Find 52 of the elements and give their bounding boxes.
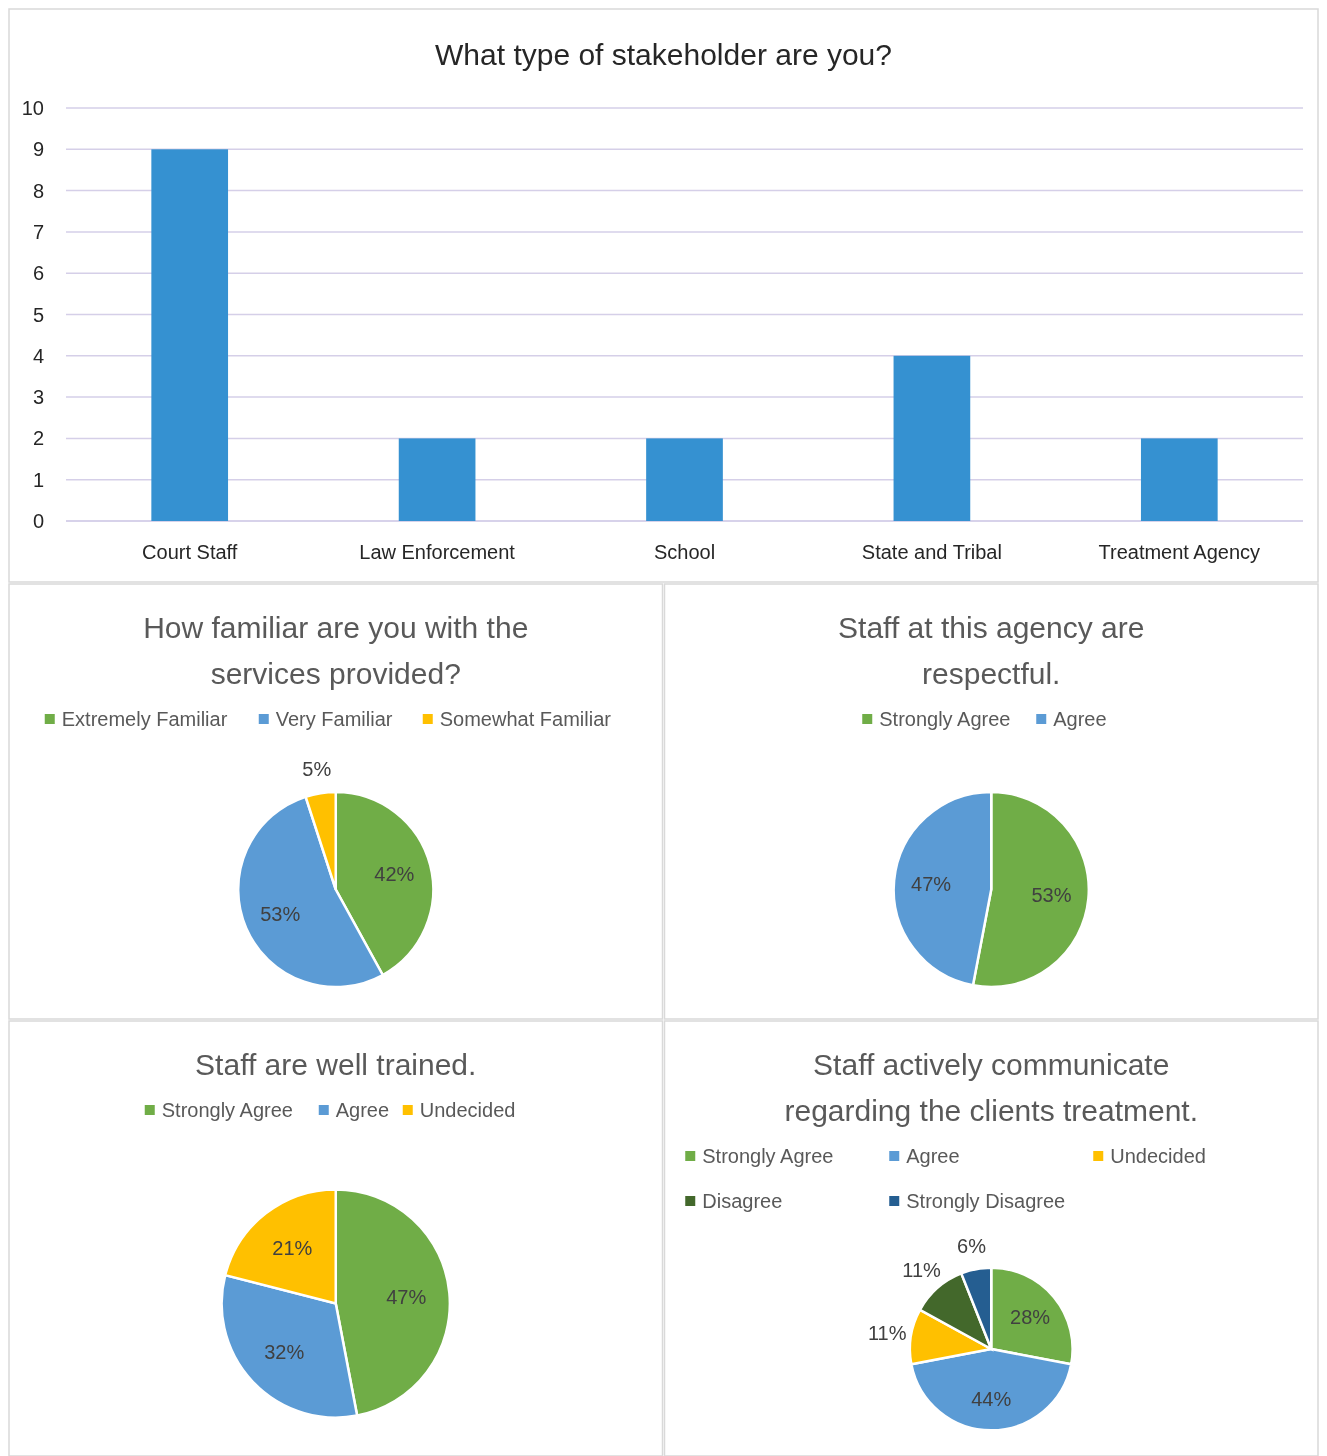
data-label: 5% (302, 758, 332, 781)
y-tick-label: 8 (32, 179, 44, 202)
chart-title: Staff at this agency are respectful. (838, 611, 1145, 690)
y-tick-label: 4 (32, 344, 44, 367)
y-tick-label: 3 (32, 386, 44, 409)
data-label: 6% (957, 1234, 987, 1257)
data-label: 53% (260, 902, 301, 925)
legend-label: Strongly Agree (161, 1099, 293, 1121)
data-label: 32% (264, 1340, 305, 1363)
data-label: 28% (1010, 1305, 1051, 1328)
y-tick-label: 0 (32, 510, 44, 532)
chart-title: How familiar are you with the services provided? (143, 611, 529, 690)
y-tick-label: 10 (21, 97, 44, 119)
y-tick-label: 1 (32, 468, 44, 491)
legend-label: Strongly Agree (879, 708, 1011, 730)
data-label: 11% (867, 1321, 907, 1344)
bar (1140, 438, 1218, 521)
x-tick-label: Treatment Agency (1098, 541, 1261, 563)
y-tick-label: 5 (32, 303, 44, 326)
y-tick-label: 2 (32, 427, 44, 450)
legend-label: Extremely Familiar (61, 708, 228, 730)
bar (893, 355, 971, 521)
y-tick-label: 9 (32, 138, 44, 161)
legend-label: Undecided (1110, 1145, 1206, 1167)
chart-title: What type of stakeholder are you? (435, 38, 892, 71)
chart-title: Staff actively communicate regarding the clients treatment. (784, 1048, 1199, 1127)
x-tick-label: Court Staff (142, 541, 238, 563)
legend-label: Strongly Agree (702, 1145, 834, 1167)
x-tick-label: School (653, 541, 716, 563)
bar (646, 438, 723, 521)
legend-label: Very Familiar (275, 708, 393, 730)
legend-label: Agree (906, 1145, 960, 1167)
x-tick-label: Law Enforcement (359, 541, 516, 563)
legend-label: Strongly Disagree (906, 1190, 1066, 1212)
data-label: 47% (386, 1285, 427, 1308)
legend-label: Undecided (419, 1099, 516, 1121)
data-label: 42% (374, 863, 415, 886)
legend-label: Agree (335, 1099, 390, 1121)
y-tick-label: 7 (32, 220, 44, 243)
bar (398, 438, 476, 521)
x-tick-label: State and Tribal (861, 541, 1002, 563)
data-label: 11% (902, 1258, 942, 1281)
data-label: 21% (272, 1236, 313, 1259)
data-label: 47% (911, 872, 952, 895)
data-label: 44% (971, 1388, 1012, 1411)
legend-label: Disagree (702, 1190, 783, 1212)
bar (151, 149, 229, 521)
data-label: 53% (1031, 884, 1072, 907)
legend-label: Somewhat Familiar (439, 708, 612, 730)
y-tick-label: 6 (32, 262, 44, 285)
chart-title: Staff are well trained. (195, 1048, 477, 1081)
legend-label: Agree (1053, 708, 1107, 730)
